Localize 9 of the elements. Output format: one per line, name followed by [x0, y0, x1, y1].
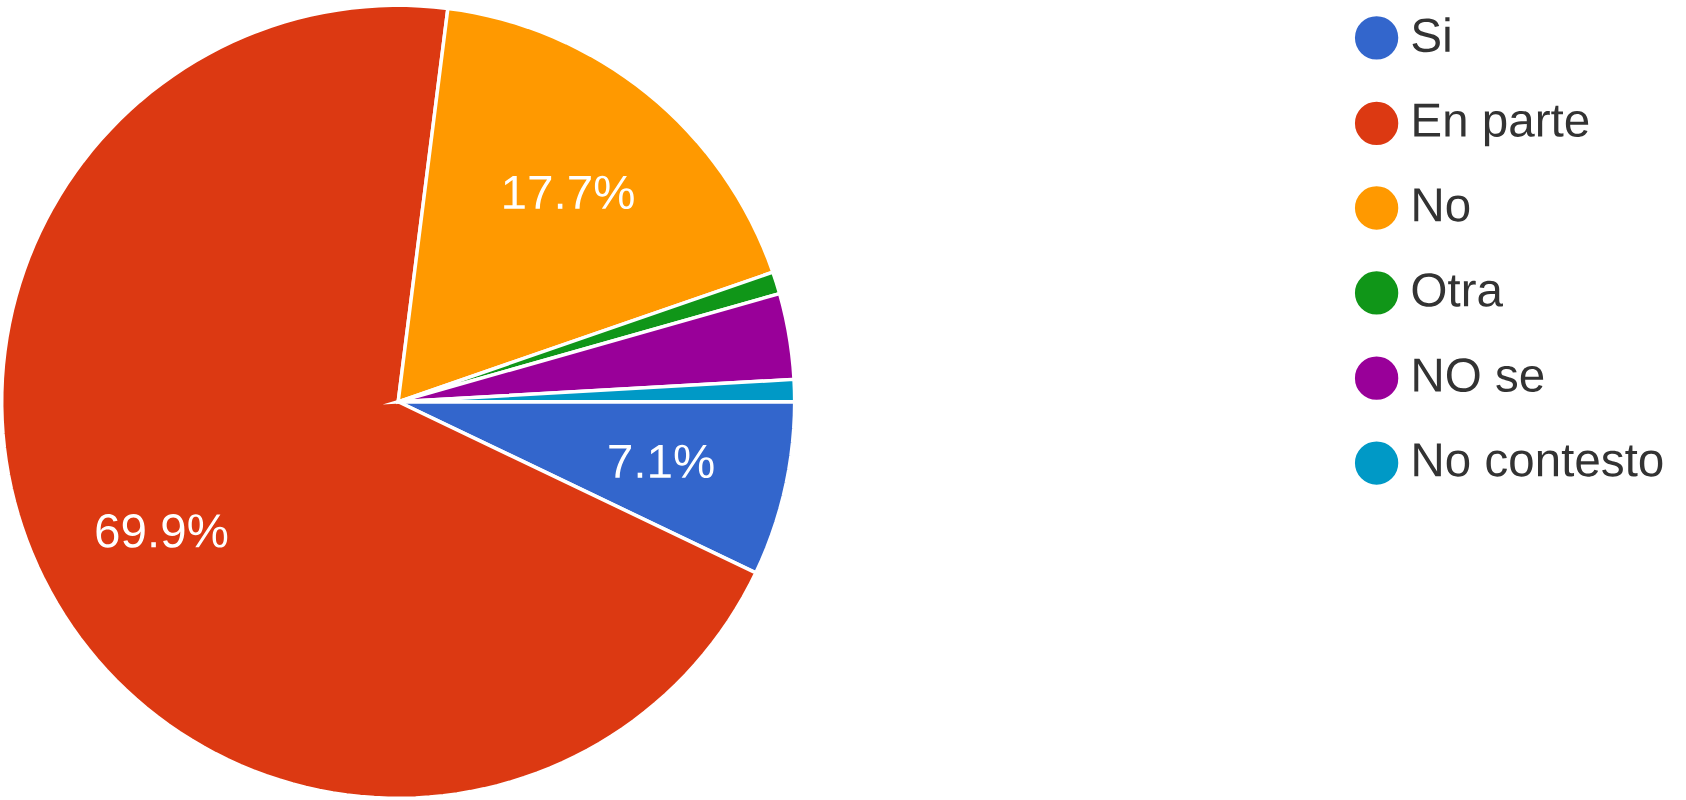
legend-label: Si	[1412, 17, 1450, 53]
legend-label: En parte	[1414, 103, 1589, 147]
legend-label: Otra	[1412, 273, 1503, 307]
legend-label: NO se	[1414, 358, 1544, 392]
legend-label: No	[1414, 188, 1470, 222]
data-label: 69.9%	[96, 514, 228, 548]
data-label: 7.1%	[609, 444, 714, 479]
data-label: 17.7%	[504, 175, 634, 210]
legend-label: No contesto	[1414, 443, 1663, 477]
